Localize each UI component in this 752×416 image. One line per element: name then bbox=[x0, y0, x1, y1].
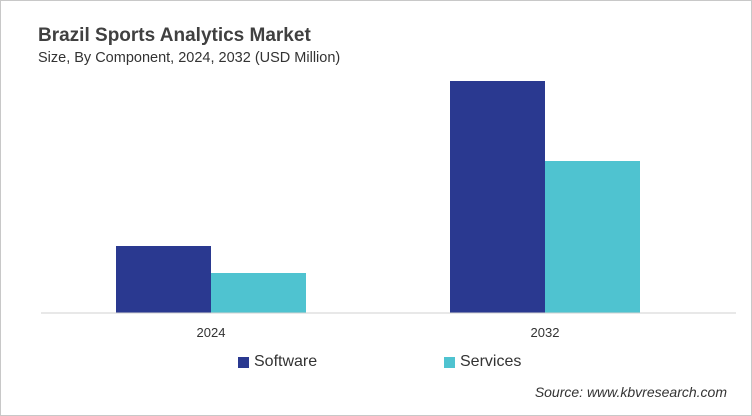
legend: Software Services bbox=[1, 353, 751, 373]
bar-services-2032 bbox=[545, 161, 640, 313]
legend-item-software: Software bbox=[238, 353, 317, 371]
legend-swatch-software bbox=[238, 356, 249, 368]
legend-swatch-services bbox=[444, 356, 455, 368]
bar-software-2032 bbox=[450, 81, 545, 313]
bar-services-2024 bbox=[211, 273, 306, 313]
bar-software-2024 bbox=[116, 246, 211, 313]
legend-item-services: Services bbox=[444, 353, 521, 371]
bar-chart: 2024 2032 bbox=[41, 81, 736, 340]
legend-label-services: Services bbox=[460, 353, 522, 370]
x-tick-label: 2024 bbox=[197, 325, 226, 340]
chart-title: Brazil Sports Analytics Market bbox=[38, 25, 311, 46]
source-note: Source: www.kbvresearch.com bbox=[534, 384, 727, 400]
legend-label-software: Software bbox=[254, 353, 318, 370]
chart-subtitle: Size, By Component, 2024, 2032 (USD Mill… bbox=[38, 50, 341, 66]
x-tick-label: 2032 bbox=[531, 325, 560, 340]
